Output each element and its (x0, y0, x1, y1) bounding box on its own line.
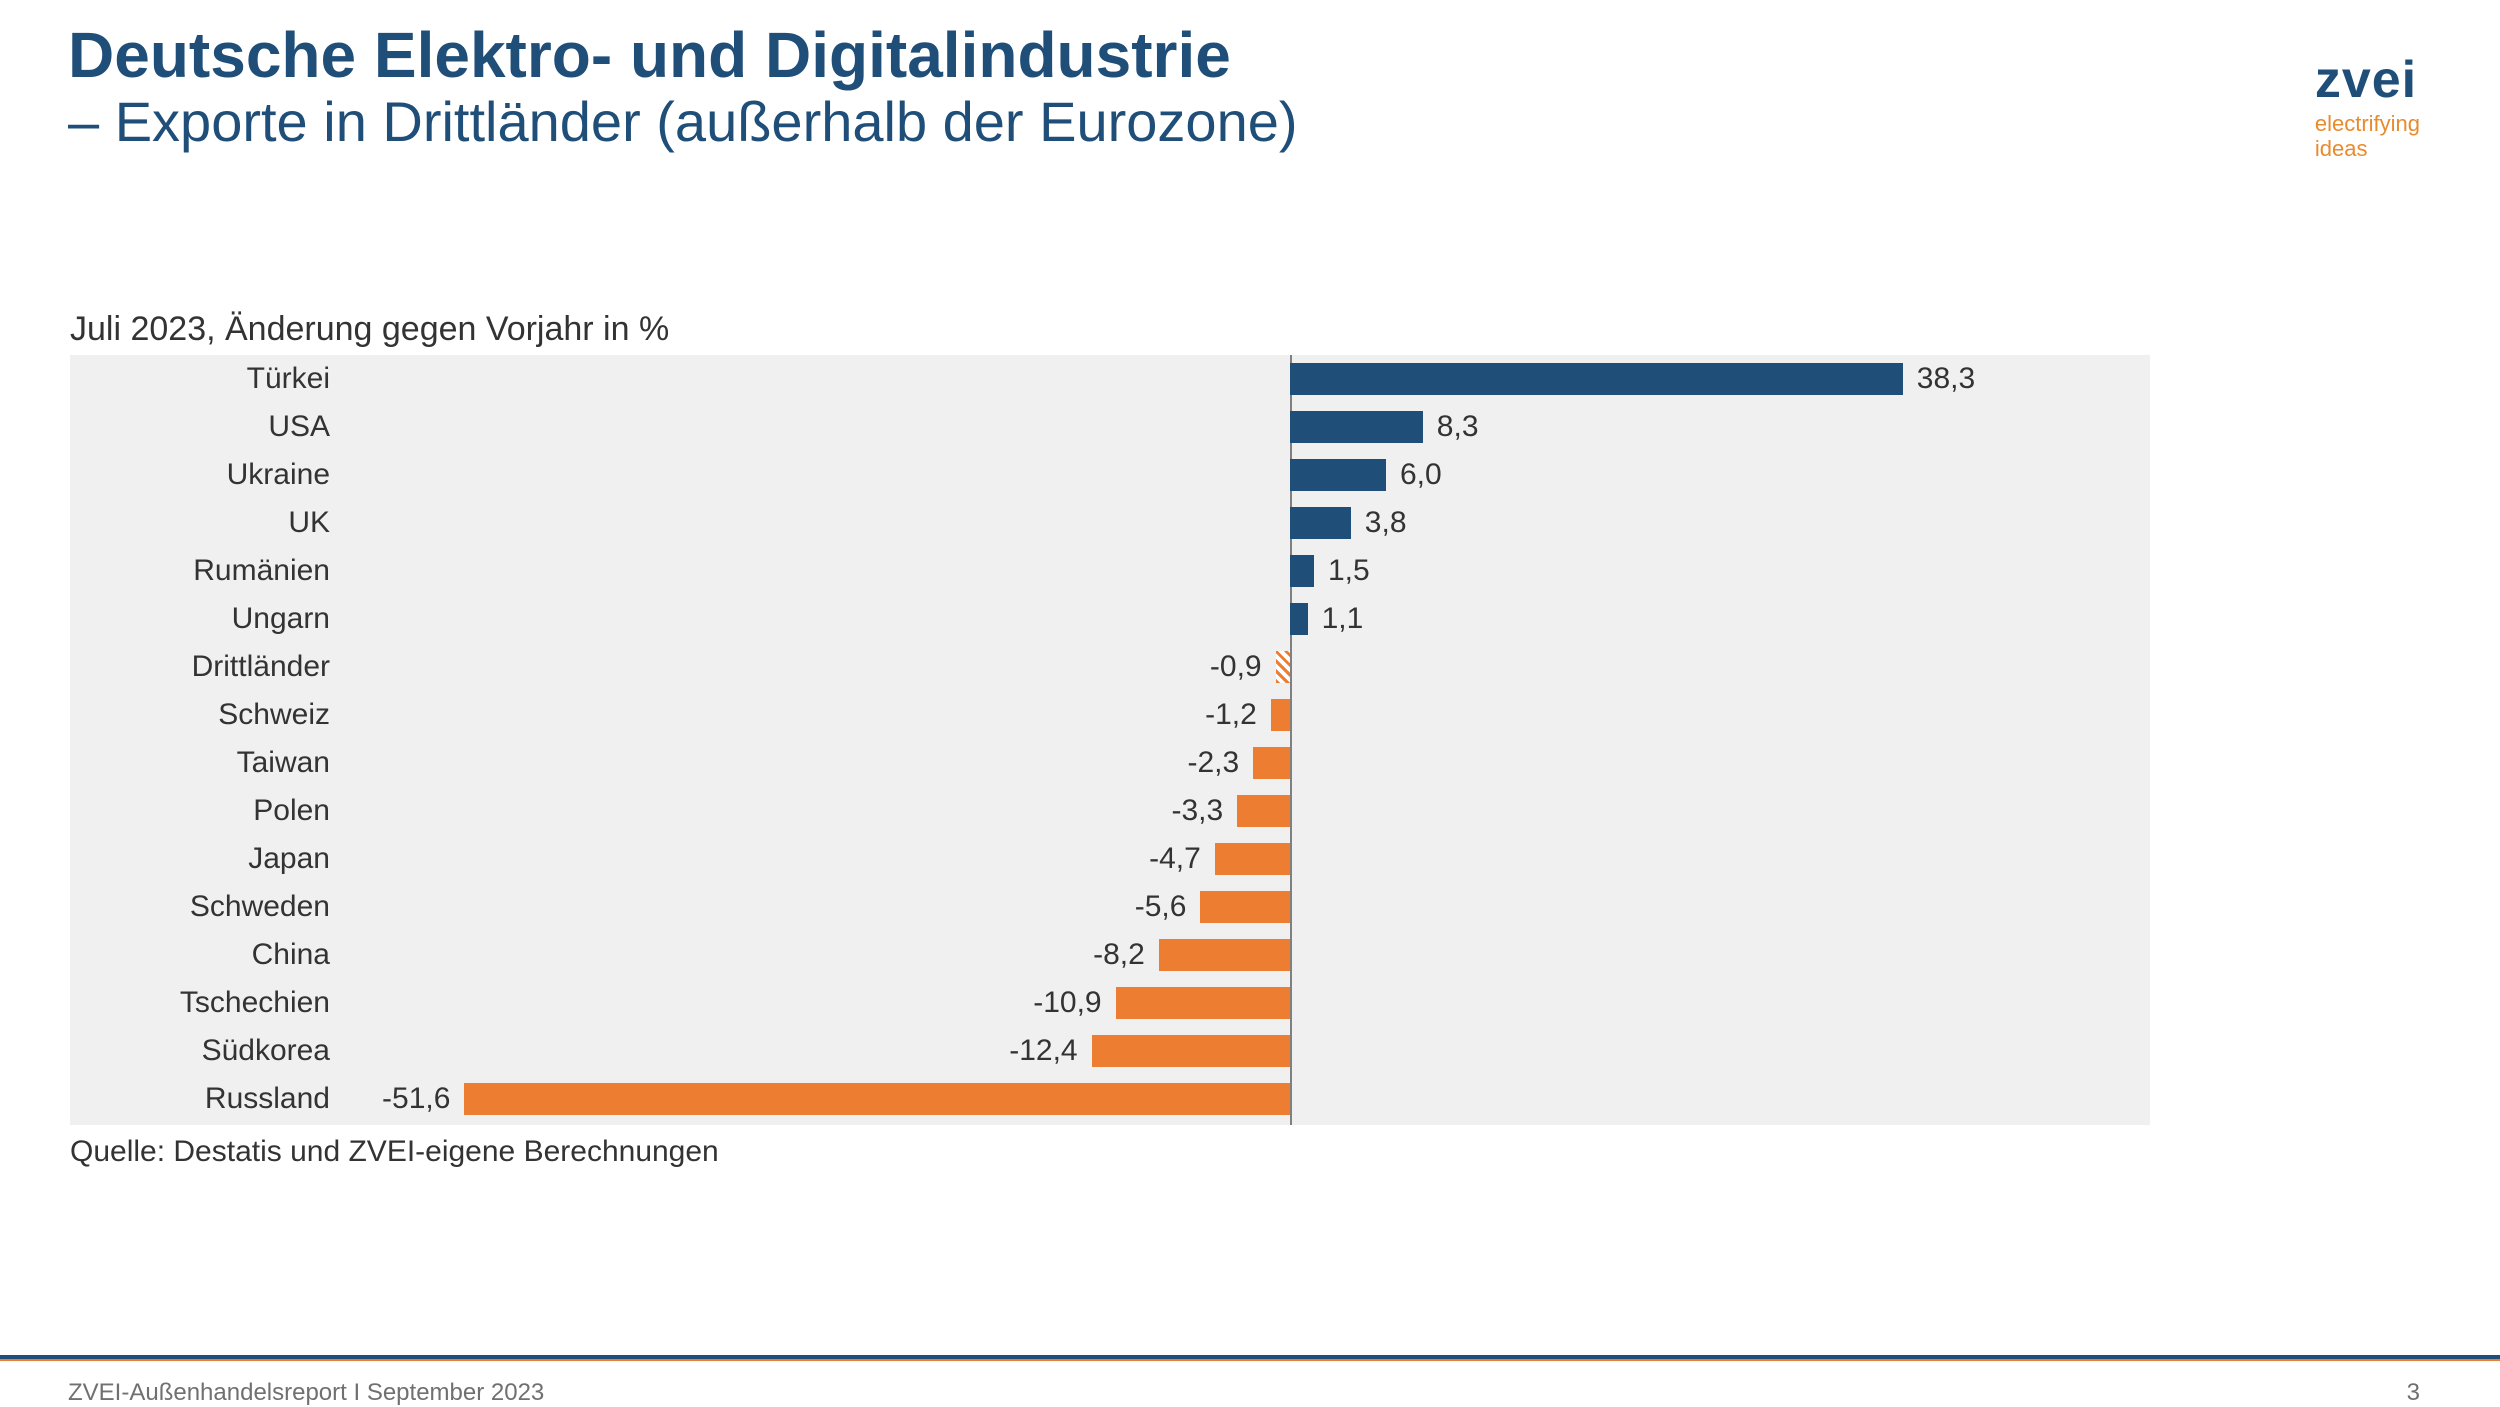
category-label: Ukraine (227, 458, 330, 492)
category-label: Drittländer (192, 650, 330, 684)
category-label: Schweiz (218, 698, 330, 732)
category-label: Japan (248, 842, 330, 876)
value-label: -51,6 (382, 1082, 450, 1116)
bar-row: Schweiz -1,2 (70, 691, 2150, 739)
bar (1092, 1035, 1290, 1067)
value-label: -2,3 (1188, 746, 1240, 780)
slide: Deutsche Elektro- und Digitalindustrie –… (0, 0, 2500, 1407)
bar-row: Japan -4,7 (70, 835, 2150, 883)
bar-row: China -8,2 (70, 931, 2150, 979)
bar (1290, 411, 1423, 443)
value-label: -10,9 (1033, 986, 1101, 1020)
bar (1276, 651, 1290, 683)
value-label: -3,3 (1172, 794, 1224, 828)
value-label: -4,7 (1149, 842, 1201, 876)
bar-row: Tschechien -10,9 (70, 979, 2150, 1027)
bar-row: Ungarn 1,1 (70, 595, 2150, 643)
value-label: 1,5 (1328, 554, 1370, 588)
chart-title: Juli 2023, Änderung gegen Vorjahr in % (70, 310, 669, 349)
value-label: -0,9 (1210, 650, 1262, 684)
category-label: USA (268, 410, 330, 444)
bar-row: UK 3,8 (70, 499, 2150, 547)
bar-row: Ukraine 6,0 (70, 451, 2150, 499)
bar (1271, 699, 1290, 731)
bar (1290, 555, 1314, 587)
title-sub: – Exporte in Drittländer (außerhalb der … (68, 90, 2432, 154)
category-label: Russland (205, 1082, 330, 1116)
bar (1290, 459, 1386, 491)
category-label: Türkei (247, 362, 330, 396)
bar (1116, 987, 1290, 1019)
category-label: Rumänien (193, 554, 330, 588)
bar (1253, 747, 1290, 779)
logo-tagline-2: ideas (2315, 137, 2420, 160)
value-label: 38,3 (1917, 362, 1975, 396)
bar (1215, 843, 1290, 875)
bar-row: Polen -3,3 (70, 787, 2150, 835)
logo-name: zvei (2315, 50, 2420, 110)
slide-footer: ZVEI-Außenhandelsreport I September 2023… (0, 1355, 2500, 1407)
value-label: -5,6 (1135, 890, 1187, 924)
category-label: Taiwan (237, 746, 330, 780)
bar (1237, 795, 1290, 827)
value-label: 8,3 (1437, 410, 1479, 444)
bar-row: Rumänien 1,5 (70, 547, 2150, 595)
bar (1290, 363, 1903, 395)
value-label: 3,8 (1365, 506, 1407, 540)
chart-area: Türkei 38,3 USA 8,3 Ukraine 6,0 UK 3,8 Rumänien 1… (70, 355, 2150, 1125)
category-label: UK (288, 506, 330, 540)
bar (1159, 939, 1290, 971)
footer-left: ZVEI-Außenhandelsreport I September 2023 (68, 1379, 544, 1407)
source-text: Quelle: Destatis und ZVEI-eigene Berechn… (70, 1135, 719, 1169)
logo-tagline-1: electrifying (2315, 112, 2420, 135)
value-label: -1,2 (1205, 698, 1257, 732)
category-label: Ungarn (232, 602, 330, 636)
value-label: 1,1 (1322, 602, 1364, 636)
brand-logo: zvei electrifying ideas (2315, 50, 2420, 160)
value-label: -12,4 (1009, 1034, 1077, 1068)
bar-row: Südkorea -12,4 (70, 1027, 2150, 1075)
slide-header: Deutsche Elektro- und Digitalindustrie –… (68, 20, 2432, 155)
value-label: 6,0 (1400, 458, 1442, 492)
value-label: -8,2 (1093, 938, 1145, 972)
footer-text-row: ZVEI-Außenhandelsreport I September 2023… (0, 1361, 2500, 1407)
page-number: 3 (2407, 1379, 2420, 1407)
bar-row: Drittländer -0,9 (70, 643, 2150, 691)
category-label: Schweden (190, 890, 330, 924)
bar-row: Schweden -5,6 (70, 883, 2150, 931)
bar-row: USA 8,3 (70, 403, 2150, 451)
category-label: Südkorea (202, 1034, 330, 1068)
bar (464, 1083, 1290, 1115)
category-label: China (252, 938, 330, 972)
title-main: Deutsche Elektro- und Digitalindustrie (68, 20, 2432, 90)
category-label: Polen (253, 794, 330, 828)
category-label: Tschechien (180, 986, 330, 1020)
bar (1200, 891, 1290, 923)
bar-row: Türkei 38,3 (70, 355, 2150, 403)
bar (1290, 507, 1351, 539)
bar-row: Taiwan -2,3 (70, 739, 2150, 787)
bar-row: Russland -51,6 (70, 1075, 2150, 1123)
bar (1290, 603, 1308, 635)
